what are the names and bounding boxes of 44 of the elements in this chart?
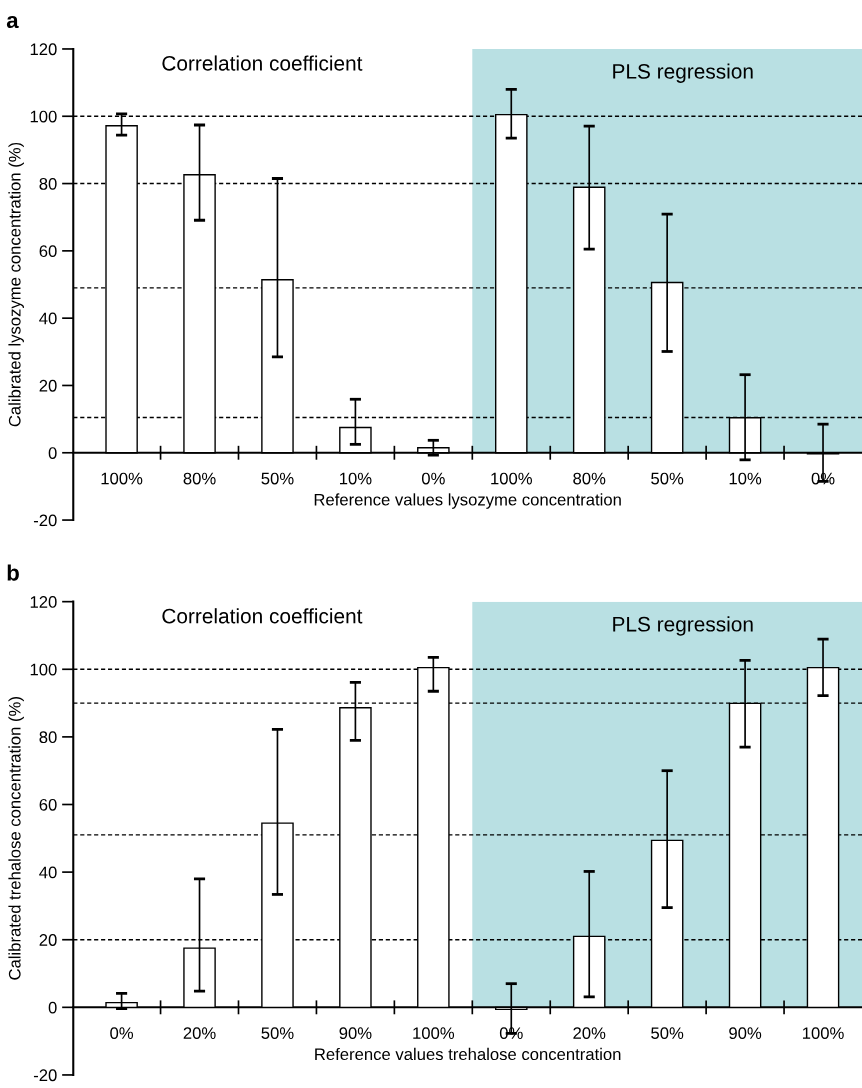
x-tick-label: 100%: [491, 472, 532, 485]
x-tick-label: 50%: [261, 472, 294, 485]
annotation: Correlation coefficient: [162, 55, 363, 71]
annotation: PLS regression: [613, 616, 753, 636]
y-tick-label: -20: [33, 1069, 57, 1082]
x-tick-label: 80%: [183, 472, 216, 485]
x-tick-label: 50%: [651, 472, 684, 485]
annotation: Correlation coefficient: [162, 608, 363, 624]
x-tick-label: 20%: [573, 1027, 606, 1040]
x-axis-title: Reference values lysozyme concentration: [314, 493, 621, 509]
y-tick-label: 0: [48, 1001, 57, 1014]
y-tick-label: 40: [39, 312, 57, 325]
x-tick-label: 90%: [339, 1027, 372, 1040]
y-tick-label: 60: [39, 798, 57, 811]
x-tick-label: 10%: [340, 472, 372, 485]
x-tick-label: 80%: [573, 472, 606, 485]
x-tick-label: 50%: [651, 1027, 684, 1040]
y-tick-label: 120: [30, 43, 57, 56]
chart-title: b: [7, 564, 19, 581]
annotation: PLS regression: [613, 63, 753, 83]
y-tick-label: 20: [39, 379, 57, 392]
y-tick-label: 60: [39, 245, 57, 258]
x-axis-title: Reference values trehalose concentration: [315, 1047, 621, 1061]
y-tick-label: 20: [39, 934, 57, 946]
y-tick-label: 100: [30, 110, 57, 123]
y-tick-label: 40: [39, 866, 57, 879]
x-tick-label: 50%: [261, 1027, 294, 1040]
y-tick-label: 120: [30, 596, 57, 608]
x-tick-label: 0%: [421, 472, 445, 485]
x-tick-label: 90%: [729, 1027, 762, 1040]
y-tick-label: 80: [39, 731, 57, 744]
x-tick-label: 0%: [110, 1027, 134, 1040]
x-tick-label: 100%: [101, 472, 143, 485]
x-tick-label: 100%: [802, 1027, 844, 1040]
y-axis-title: Calibrated lysozyme concentration (%): [8, 142, 24, 427]
y-tick-label: 0: [48, 447, 57, 459]
x-tick-label: 10%: [729, 472, 762, 485]
y-tick-label: 80: [39, 177, 57, 190]
y-tick-label: -20: [33, 514, 57, 527]
chart-title: a: [6, 15, 19, 29]
x-tick-label: 20%: [183, 1027, 216, 1040]
y-tick-label: 100: [30, 663, 57, 676]
y-axis-title: Calibrated trehalose concentration (%): [8, 697, 24, 980]
x-tick-label: 100%: [413, 1027, 455, 1040]
